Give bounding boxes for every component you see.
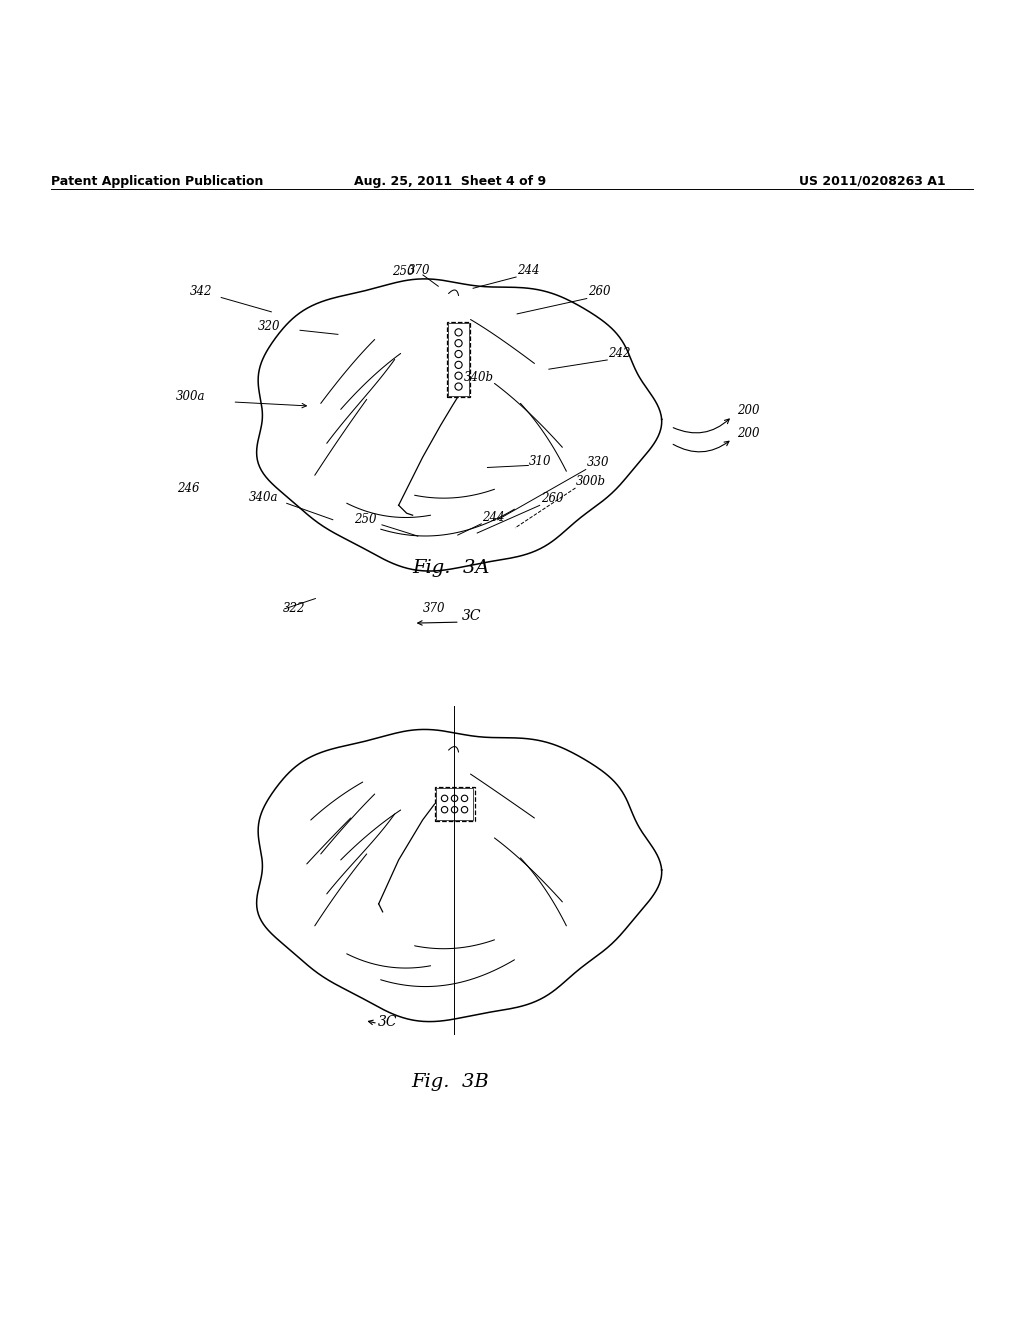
Text: 200: 200 (737, 404, 760, 417)
Text: 242: 242 (608, 347, 631, 360)
Text: 246: 246 (177, 482, 200, 495)
Text: US 2011/0208263 A1: US 2011/0208263 A1 (799, 174, 945, 187)
Bar (434, 787, 474, 821)
Text: 3C: 3C (462, 609, 481, 623)
FancyArrowPatch shape (673, 418, 729, 433)
FancyArrowPatch shape (673, 441, 729, 451)
Text: 250: 250 (392, 265, 415, 279)
Text: Fig.  3A: Fig. 3A (412, 558, 489, 577)
Text: 244: 244 (517, 264, 540, 277)
Bar (449, 322, 469, 396)
Text: 3C: 3C (378, 1015, 397, 1028)
Text: 310: 310 (528, 455, 551, 469)
Bar (447, 322, 470, 397)
Text: 330: 330 (587, 457, 609, 470)
Text: 244: 244 (482, 511, 505, 524)
Text: 322: 322 (283, 602, 305, 615)
Bar (436, 788, 473, 820)
Text: 260: 260 (588, 285, 610, 298)
Text: Fig.  3B: Fig. 3B (412, 1073, 489, 1090)
Text: 320: 320 (258, 321, 281, 333)
Text: 370: 370 (423, 602, 445, 615)
Text: 200: 200 (737, 426, 760, 440)
Text: 342: 342 (189, 285, 212, 298)
Text: 250: 250 (354, 512, 377, 525)
Text: 260: 260 (541, 492, 563, 506)
Text: 300b: 300b (575, 475, 605, 488)
Text: 370: 370 (408, 264, 430, 277)
Text: 340a: 340a (249, 491, 279, 504)
Text: Aug. 25, 2011  Sheet 4 of 9: Aug. 25, 2011 Sheet 4 of 9 (354, 174, 547, 187)
Text: 340b: 340b (464, 371, 494, 384)
Text: 300a: 300a (176, 389, 206, 403)
Text: Patent Application Publication: Patent Application Publication (51, 174, 263, 187)
